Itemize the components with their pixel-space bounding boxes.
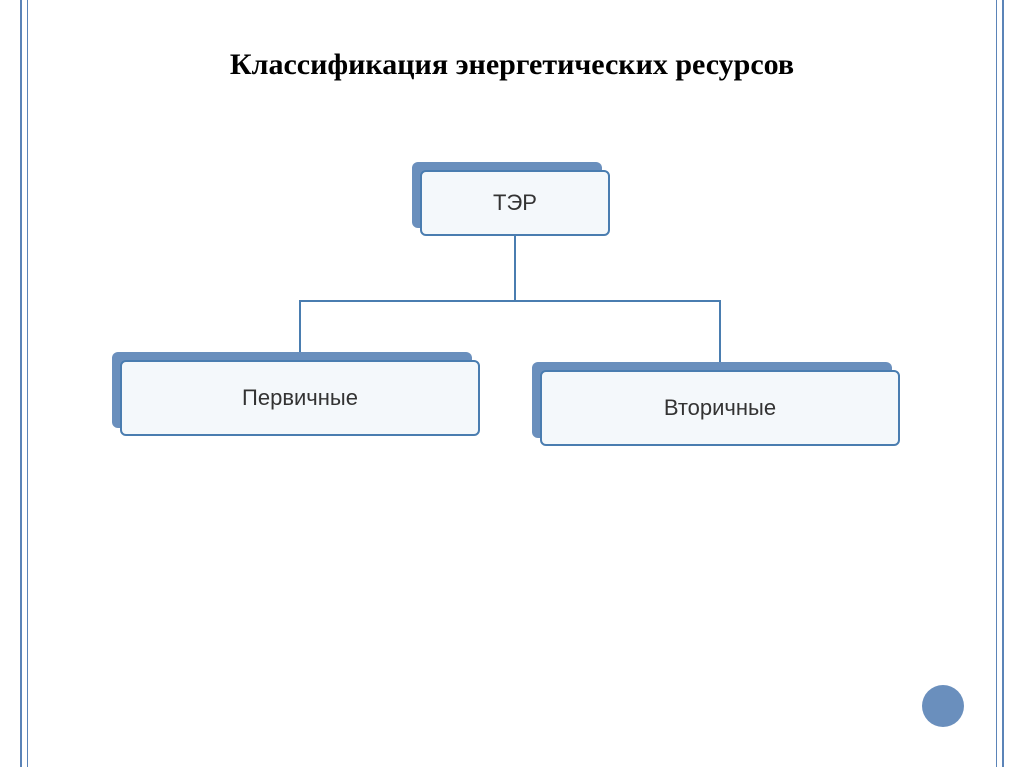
node-root-box: ТЭР <box>420 170 610 236</box>
node-root-label: ТЭР <box>493 190 537 216</box>
connector-vertical-left <box>299 300 301 352</box>
connector-horizontal <box>299 300 721 302</box>
slide-border-left <box>20 0 28 767</box>
node-right-label: Вторичные <box>664 395 776 421</box>
node-left-label: Первичные <box>242 385 358 411</box>
page-title: Классификация энергетических ресурсов <box>0 48 1024 82</box>
node-right-box: Вторичные <box>540 370 900 446</box>
node-root: ТЭР <box>420 170 610 236</box>
node-right: Вторичные <box>540 370 900 446</box>
decorative-circle <box>922 685 964 727</box>
connector-vertical-right <box>719 300 721 362</box>
slide-border-right <box>996 0 1004 767</box>
connector-vertical-root <box>514 236 516 300</box>
node-left: Первичные <box>120 360 480 436</box>
node-left-box: Первичные <box>120 360 480 436</box>
org-chart: ТЭР Первичные Вторичные <box>90 160 934 520</box>
